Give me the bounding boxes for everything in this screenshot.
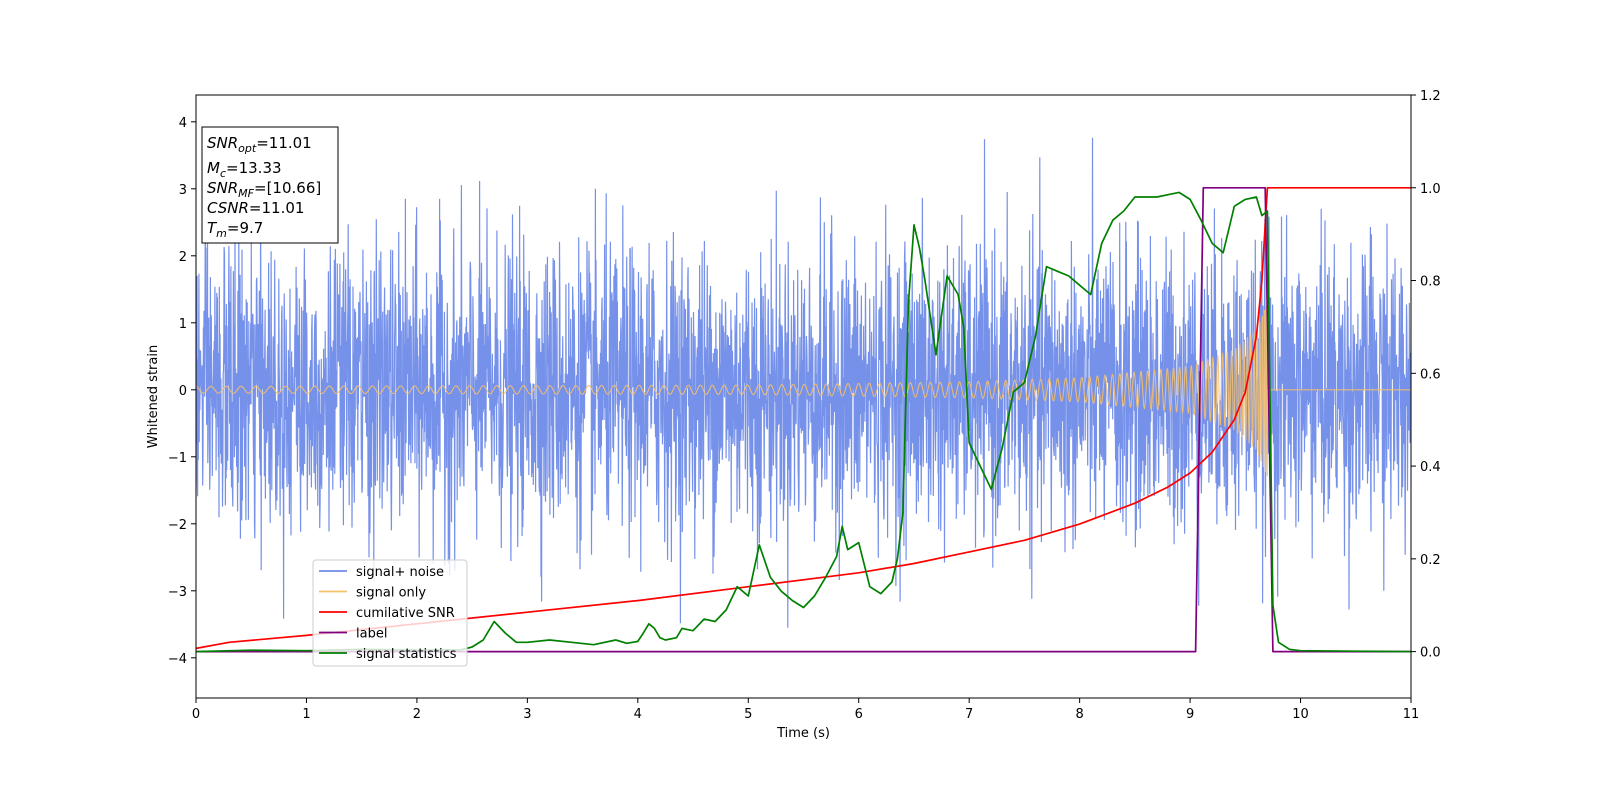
y2-tick-label: 0.0 bbox=[1420, 646, 1441, 661]
info-subscript: c bbox=[220, 167, 226, 180]
y-tick-label: 2 bbox=[179, 250, 187, 265]
x-tick-label: 7 bbox=[965, 707, 973, 722]
y2-tick-label: 0.6 bbox=[1420, 367, 1441, 382]
info-line: CSNR=11.01 bbox=[207, 199, 304, 217]
info-box: SNRopt=11.01Mc=13.33SNRMF=[10.66]CSNR=11… bbox=[201, 126, 339, 244]
info-line: SNRopt=11.01 bbox=[207, 134, 312, 155]
series-signal-statistics-line bbox=[196, 191, 1411, 653]
info-line: SNRMF=[10.66] bbox=[207, 179, 321, 200]
legend-entry-label: signal only bbox=[356, 586, 426, 601]
series-group bbox=[196, 137, 1411, 653]
info-value: =9.7 bbox=[227, 219, 263, 237]
info-symbol: SNR bbox=[207, 179, 238, 197]
info-symbol: M bbox=[207, 159, 220, 177]
axes-frame bbox=[195, 94, 1412, 699]
x-tick-label: 11 bbox=[1403, 707, 1420, 722]
info-value: =11.01 bbox=[256, 134, 312, 152]
info-line: Tm=9.7 bbox=[207, 219, 263, 240]
info-value: =13.33 bbox=[226, 159, 282, 177]
info-subscript: opt bbox=[238, 142, 257, 155]
y-tick-label: −2 bbox=[168, 518, 187, 533]
y-tick-label: 0 bbox=[179, 384, 187, 399]
series-cumulative-snr-line bbox=[196, 186, 1411, 650]
y-tick-label: 4 bbox=[179, 116, 187, 131]
info-symbol: SNR bbox=[207, 134, 238, 152]
y-tick-label: −3 bbox=[168, 585, 187, 600]
x-tick-label: 2 bbox=[413, 707, 421, 722]
info-symbol: CSNR bbox=[207, 199, 249, 217]
series-signal-only-line bbox=[196, 305, 1411, 477]
x-tick-label: 5 bbox=[744, 707, 752, 722]
y-tick-label: 3 bbox=[179, 183, 187, 198]
x-tick-label: 1 bbox=[302, 707, 310, 722]
y2-tick-label: 1.0 bbox=[1420, 182, 1441, 197]
x-tick-label: 0 bbox=[192, 707, 200, 722]
info-subscript: MF bbox=[238, 187, 254, 200]
y2-tick-label: 0.8 bbox=[1420, 275, 1441, 290]
y2-tick-label: 1.2 bbox=[1420, 89, 1441, 104]
info-box-frame bbox=[201, 126, 339, 244]
y2-tick-label: 0.2 bbox=[1420, 553, 1441, 568]
y-tick-label: 1 bbox=[179, 317, 187, 332]
x-tick-label: 9 bbox=[1186, 707, 1194, 722]
info-line: Mc=13.33 bbox=[207, 159, 282, 180]
legend-entry-label: signal+ noise bbox=[356, 565, 444, 580]
x-tick-label: 3 bbox=[523, 707, 531, 722]
y-tick-label: −4 bbox=[168, 652, 187, 667]
y-axis-label: Whitened strain bbox=[146, 345, 161, 448]
x-axis-label: Time (s) bbox=[776, 726, 830, 741]
legend-entry-label: signal statistics bbox=[356, 647, 457, 662]
x-tick-label: 6 bbox=[855, 707, 863, 722]
legend: signal+ noise signal only cumilative SNR la… bbox=[312, 559, 468, 667]
plot-area bbox=[196, 137, 1411, 653]
x-tick-label: 10 bbox=[1292, 707, 1309, 722]
y-tick-label: −1 bbox=[168, 451, 187, 466]
axes-ticks: 0 1 2 3 4 5 6 7 8 9 10 11 −4 −3 −2 −1 0 1 2 3 4 0.0 0.2 0.4 0.6 0… bbox=[168, 89, 1441, 722]
legend-entry-label: cumilative SNR bbox=[356, 606, 455, 621]
info-symbol: T bbox=[207, 219, 218, 237]
series-label-line bbox=[196, 186, 1411, 653]
info-value: =11.01 bbox=[249, 199, 305, 217]
x-tick-label: 4 bbox=[634, 707, 642, 722]
info-subscript: m bbox=[216, 227, 227, 240]
x-tick-label: 8 bbox=[1075, 707, 1083, 722]
y2-tick-label: 0.4 bbox=[1420, 460, 1441, 475]
legend-frame bbox=[312, 559, 468, 667]
info-value: =[10.66] bbox=[254, 179, 321, 197]
legend-entry-label: label bbox=[356, 627, 387, 642]
